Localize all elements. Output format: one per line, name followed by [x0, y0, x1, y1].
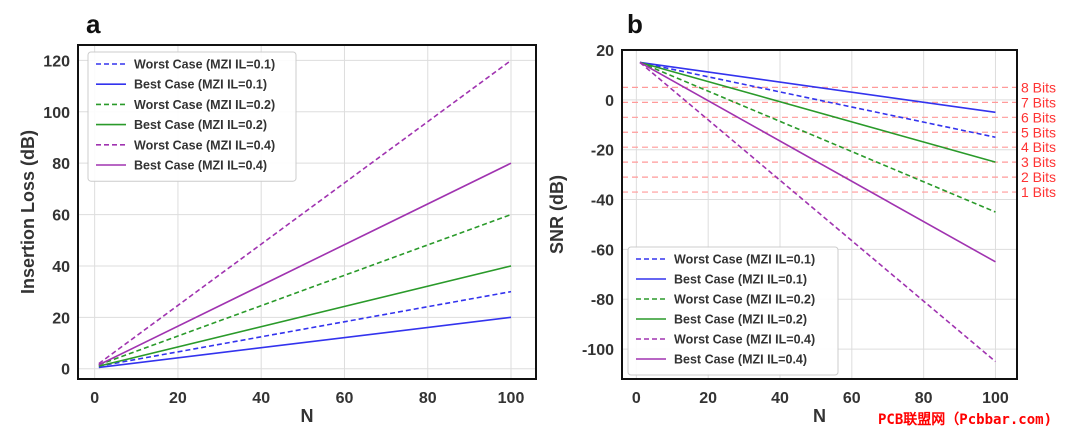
y-tick-label: 120 [43, 53, 70, 70]
legend-box [627, 246, 839, 376]
series-line [98, 316, 512, 369]
y-axis-label: SNR (dB) [547, 175, 567, 254]
x-axis-label: N [301, 406, 314, 426]
y-tick-label: 100 [43, 105, 70, 122]
series-line [98, 213, 512, 366]
y-tick-label: 0 [605, 93, 614, 110]
legend-entry: Best Case (MZI IL=0.2) [674, 313, 807, 327]
y-tick-label: -60 [591, 242, 614, 259]
bit-level-label: 1 Bits [1021, 184, 1056, 200]
legend: Worst Case (MZI IL=0.1) Best Case (MZI IL… [627, 246, 839, 376]
legend-box [87, 51, 297, 182]
y-tick-label: 80 [52, 156, 70, 173]
bit-level-label: 4 Bits [1021, 139, 1056, 155]
legend-entry: Best Case (MZI IL=0.4) [134, 159, 267, 173]
y-tick-label: 60 [52, 208, 70, 225]
y-tick-label: 20 [596, 43, 614, 60]
panel-label: b [627, 9, 643, 39]
y-tick-label: -100 [582, 342, 614, 359]
bit-level-label: 7 Bits [1021, 94, 1056, 110]
legend-entry: Worst Case (MZI IL=0.1) [674, 253, 815, 267]
bit-level-label: 2 Bits [1021, 169, 1056, 185]
x-tick-label: 80 [419, 390, 437, 407]
series-line [639, 61, 996, 363]
legend-entry: Worst Case (MZI IL=0.2) [674, 293, 815, 307]
y-tick-label: 0 [61, 362, 70, 379]
series-line [639, 61, 996, 213]
series-line [98, 162, 512, 366]
x-tick-label: 80 [915, 390, 933, 407]
legend-entry: Best Case (MZI IL=0.2) [134, 118, 267, 132]
bit-level-label: 6 Bits [1021, 109, 1056, 125]
legend-entry: Worst Case (MZI IL=0.4) [134, 138, 275, 152]
y-tick-label: -80 [591, 292, 614, 309]
bit-level-label: 5 Bits [1021, 124, 1056, 140]
legend-entry: Best Case (MZI IL=0.1) [134, 78, 267, 92]
series-line [639, 61, 996, 139]
plot-frame [621, 49, 1018, 380]
bit-level-label: 8 Bits [1021, 79, 1056, 95]
legend-entry: Best Case (MZI IL=0.1) [674, 273, 807, 287]
x-tick-label: 20 [699, 390, 717, 407]
series-line [98, 59, 512, 365]
x-tick-label: 100 [498, 390, 525, 407]
x-tick-label: 40 [771, 390, 789, 407]
x-tick-label: 20 [169, 390, 187, 407]
series-line [639, 61, 996, 163]
series-line [98, 290, 512, 367]
x-tick-label: 40 [252, 390, 270, 407]
x-tick-label: 0 [632, 390, 641, 407]
legend-entry: Worst Case (MZI IL=0.4) [674, 333, 815, 347]
y-tick-label: -20 [591, 143, 614, 160]
series-line [98, 265, 512, 367]
series-line [639, 61, 996, 263]
legend-entry: Worst Case (MZI IL=0.1) [134, 58, 275, 72]
series-line [639, 61, 996, 114]
x-tick-label: 60 [336, 390, 354, 407]
y-tick-label: 40 [52, 259, 70, 276]
chart-panel-a: 0 20 40 60 80 100 0 20 40 60 80 100 120 N Insertion Lo… [18, 9, 537, 426]
y-axis-label: Insertion Loss (dB) [18, 130, 38, 294]
legend-entry: Best Case (MZI IL=0.4) [674, 353, 807, 367]
watermark: PCB联盟网（Pcbbar.com) [878, 412, 1052, 428]
panel-label: a [86, 9, 101, 39]
x-tick-label: 60 [843, 390, 861, 407]
y-tick-label: 20 [52, 310, 70, 327]
y-tick-label: -40 [591, 193, 614, 210]
legend-entry: Worst Case (MZI IL=0.2) [134, 98, 275, 112]
x-tick-label: 100 [982, 390, 1009, 407]
x-axis-label: N [813, 406, 826, 426]
bit-level-label: 3 Bits [1021, 154, 1056, 170]
plot-frame [77, 44, 537, 380]
x-tick-label: 0 [90, 390, 99, 407]
legend: Worst Case (MZI IL=0.1) Best Case (MZI IL… [87, 51, 297, 182]
